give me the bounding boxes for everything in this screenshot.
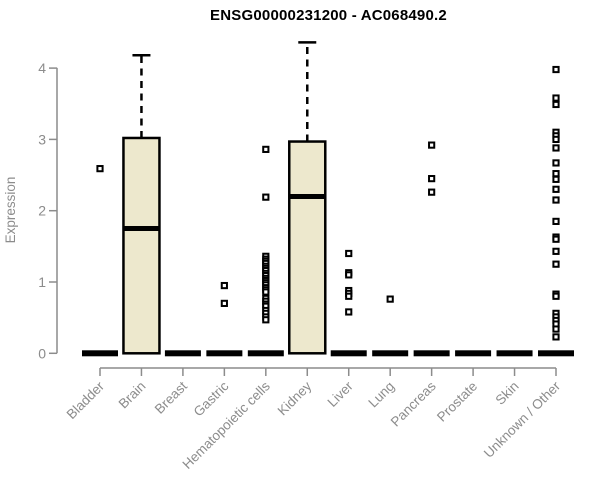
y-tick-label: 4 xyxy=(38,60,46,76)
outlier-point xyxy=(96,165,104,173)
outlier-point xyxy=(552,135,560,144)
x-tick-label: Unknown / Other xyxy=(481,378,564,461)
outlier-point xyxy=(552,170,560,178)
chart-title: ENSG00000231200 - AC068490.2 xyxy=(210,7,447,24)
x-tick-label: Bladder xyxy=(64,378,108,422)
outlier-point xyxy=(220,281,228,290)
outlier-point xyxy=(552,292,560,300)
outlier-point xyxy=(345,292,353,300)
x-tick-label: Pancreas xyxy=(388,378,439,429)
outlier-point xyxy=(552,100,560,109)
x-tick-label: Gastric xyxy=(191,378,232,419)
collapsed-box xyxy=(413,350,450,357)
outlier-point xyxy=(428,188,436,196)
x-tick-label: Prostate xyxy=(434,379,480,425)
collapsed-box xyxy=(372,350,409,357)
outlier-point xyxy=(428,141,436,149)
outlier-point xyxy=(552,235,560,243)
y-tick-label: 3 xyxy=(38,131,46,147)
box xyxy=(288,140,327,355)
x-tick-label: Skin xyxy=(492,379,521,408)
y-tick-label: 1 xyxy=(38,274,46,290)
collapsed-box xyxy=(537,350,574,357)
outlier-point xyxy=(552,333,560,341)
outlier-point xyxy=(262,193,270,201)
outlier-point xyxy=(345,249,353,258)
y-tick-label: 0 xyxy=(38,345,46,361)
collapsed-box xyxy=(330,350,367,357)
box xyxy=(122,136,161,355)
x-tick-label: Liver xyxy=(325,378,357,410)
collapsed-box xyxy=(206,350,243,357)
outlier-point xyxy=(552,159,560,167)
outlier-point xyxy=(552,260,560,268)
collapsed-box xyxy=(164,350,201,357)
outlier-point xyxy=(220,299,228,307)
outlier-point xyxy=(386,295,394,303)
outlier-point xyxy=(345,271,353,279)
outlier-point xyxy=(262,316,270,324)
outlier-point xyxy=(552,94,560,102)
collapsed-box xyxy=(455,350,492,357)
x-tick-label: Lung xyxy=(365,379,397,411)
outlier-point xyxy=(345,308,353,316)
outlier-point xyxy=(552,325,560,333)
x-tick-label: Breast xyxy=(152,378,190,416)
collapsed-box xyxy=(247,350,284,357)
y-tick-label: 2 xyxy=(38,203,46,219)
x-tick-label: Kidney xyxy=(275,378,315,418)
outlier-point xyxy=(552,175,560,183)
outlier-point xyxy=(552,247,560,255)
outlier-point xyxy=(552,144,560,152)
y-axis-label: Expression xyxy=(3,177,18,244)
collapsed-box xyxy=(496,350,533,357)
outlier-point xyxy=(552,196,560,204)
outlier-point xyxy=(552,217,560,225)
outlier-point xyxy=(552,185,560,193)
collapsed-box xyxy=(82,350,118,357)
x-tick-label: Brain xyxy=(116,379,149,412)
outlier-point xyxy=(262,145,270,153)
outlier-point xyxy=(552,65,560,74)
outlier-point xyxy=(428,175,436,183)
outlier-point xyxy=(262,288,270,296)
